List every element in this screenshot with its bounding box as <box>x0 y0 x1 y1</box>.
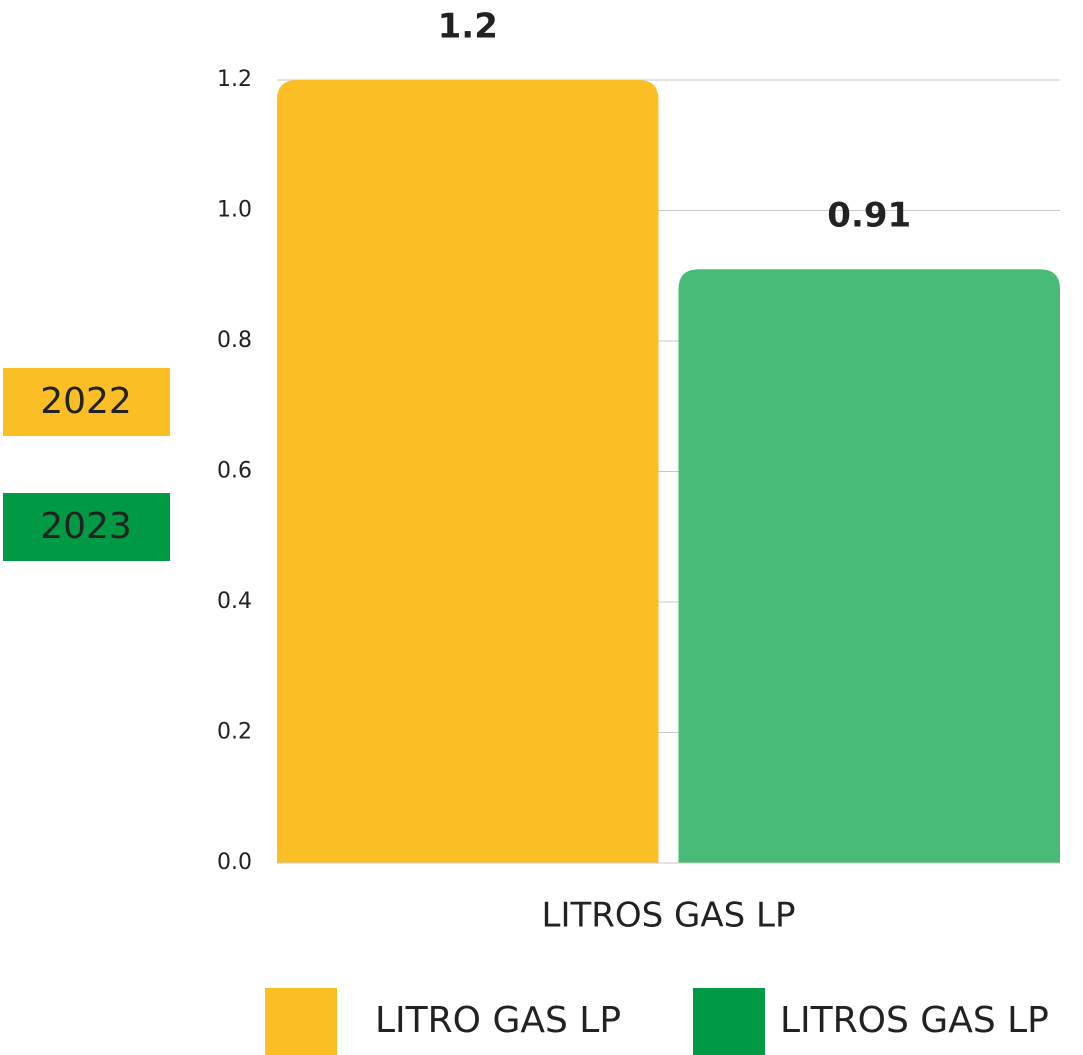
annotation-box <box>3 368 170 436</box>
data-label: 0.91 <box>827 196 911 236</box>
legend-label: LITROS GAS LP <box>780 1000 1049 1041</box>
y-tick-label: 0.2 <box>217 720 252 745</box>
annotation-box <box>3 493 170 561</box>
y-tick-label: 0.0 <box>217 850 252 875</box>
x-tick-label: LITROS GAS LP <box>542 896 796 936</box>
y-tick-label: 1.0 <box>217 198 252 223</box>
y-tick-label: 0.8 <box>217 328 252 353</box>
bar <box>678 269 1060 864</box>
legend-swatch <box>265 988 337 1055</box>
legend-label: LITRO GAS LP <box>375 1000 621 1041</box>
annotation-text: 2023 <box>40 506 132 547</box>
annotation-text: 2022 <box>40 381 132 422</box>
legend-swatch <box>693 988 765 1055</box>
data-label: 1.2 <box>438 7 498 47</box>
y-tick-label: 1.2 <box>217 67 252 92</box>
bar <box>277 80 659 863</box>
y-tick-label: 0.4 <box>217 589 252 614</box>
y-tick-label: 0.6 <box>217 459 252 484</box>
